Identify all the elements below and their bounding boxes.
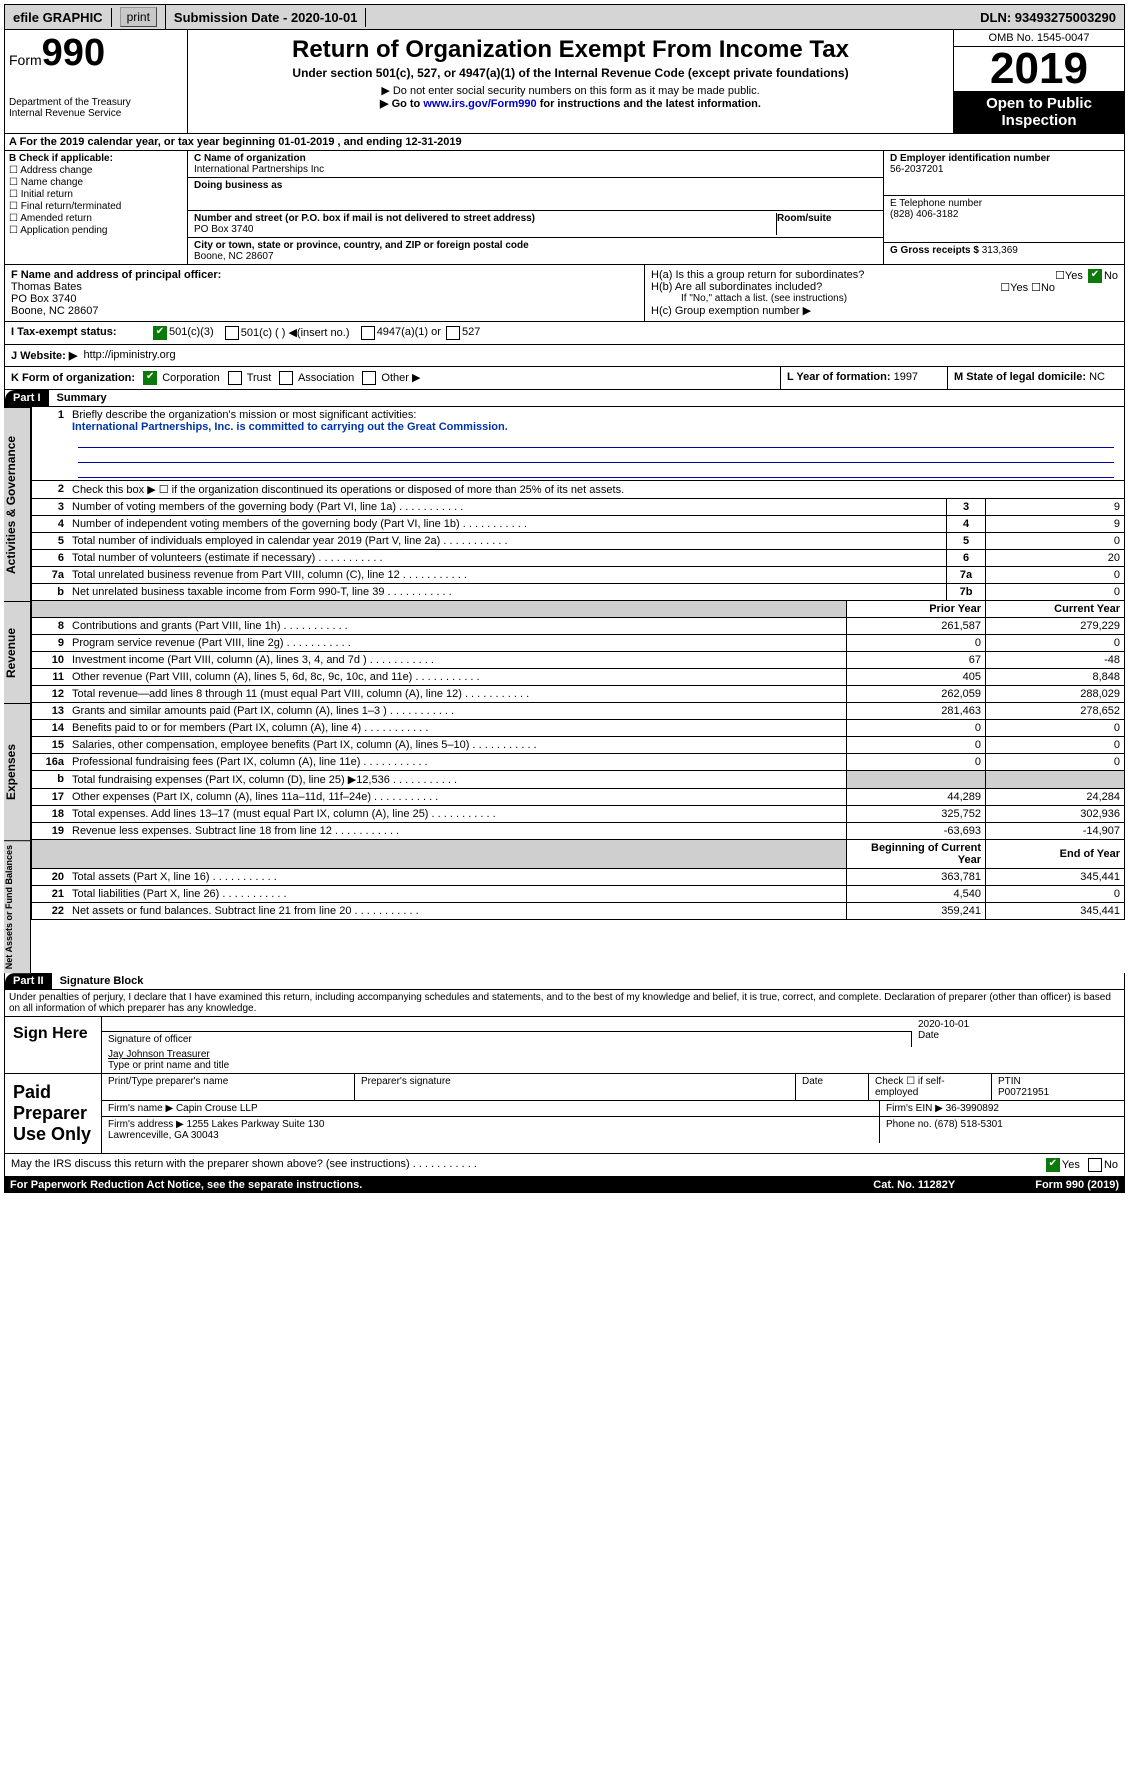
subtitle-3: ▶ Go to www.irs.gov/Form990 for instruct… bbox=[192, 97, 949, 110]
mission: International Partnerships, Inc. is comm… bbox=[72, 421, 508, 433]
efile-label: efile GRAPHIC bbox=[5, 8, 112, 27]
perjury: Under penalties of perjury, I declare th… bbox=[4, 990, 1125, 1017]
print-button[interactable]: print bbox=[120, 7, 157, 27]
irs-link[interactable]: www.irs.gov/Form990 bbox=[423, 98, 536, 110]
city: Boone, NC 28607 bbox=[194, 251, 274, 262]
part2-header: Part IISignature Block bbox=[4, 973, 1125, 990]
chk-name[interactable]: ☐ Name change bbox=[9, 177, 183, 188]
row-a: A For the 2019 calendar year, or tax yea… bbox=[4, 134, 1125, 151]
footer: For Paperwork Reduction Act Notice, see … bbox=[4, 1177, 1125, 1193]
discuss-row: May the IRS discuss this return with the… bbox=[4, 1154, 1125, 1177]
form-number: Form990 bbox=[9, 32, 183, 75]
side-netassets: Net Assets or Fund Balances bbox=[4, 840, 31, 973]
dept-label: Department of the Treasury Internal Reve… bbox=[9, 97, 183, 119]
submission-date: Submission Date - 2020-10-01 bbox=[166, 8, 367, 27]
expenses-table: 13Grants and similar amounts paid (Part … bbox=[31, 703, 1125, 840]
side-expenses: Expenses bbox=[4, 703, 31, 840]
row-j: J Website: ▶ http://ipministry.org bbox=[4, 345, 1125, 367]
box-b: B Check if applicable: ☐ Address change … bbox=[5, 151, 188, 264]
ein: 56-2037201 bbox=[890, 164, 943, 175]
website: http://ipministry.org bbox=[83, 349, 175, 362]
side-governance: Activities & Governance bbox=[4, 407, 31, 601]
box-deg: D Employer identification number56-20372… bbox=[884, 151, 1124, 264]
form-title: Return of Organization Exempt From Incom… bbox=[192, 36, 949, 64]
chk-final[interactable]: ☐ Final return/terminated bbox=[9, 201, 183, 212]
open-public: Open to Public Inspection bbox=[954, 91, 1124, 133]
sign-here: Sign Here Signature of officer 2020-10-0… bbox=[4, 1017, 1125, 1074]
part1-header: Part ISummary bbox=[4, 390, 1125, 407]
tax-year: 2019 bbox=[954, 47, 1124, 91]
h-c: H(c) Group exemption number ▶ bbox=[651, 304, 1118, 317]
subtitle-1: Under section 501(c), 527, or 4947(a)(1)… bbox=[192, 66, 949, 80]
form-header: Form990 Department of the Treasury Inter… bbox=[4, 30, 1125, 134]
chk-amended[interactable]: ☐ Amended return bbox=[9, 213, 183, 224]
chk-initial[interactable]: ☐ Initial return bbox=[9, 189, 183, 200]
phone: (828) 406-3182 bbox=[890, 209, 958, 220]
netassets-table: Beginning of Current YearEnd of Year 20T… bbox=[31, 840, 1125, 920]
chk-address[interactable]: ☐ Address change bbox=[9, 165, 183, 176]
chk-501c3[interactable]: ✔ bbox=[153, 326, 167, 340]
box-c: C Name of organizationInternational Part… bbox=[188, 151, 884, 264]
row-klm: K Form of organization: ✔ Corporation Tr… bbox=[4, 367, 1125, 390]
governance-table: 1 Briefly describe the organization's mi… bbox=[31, 407, 1125, 601]
paid-preparer: Paid Preparer Use Only Print/Type prepar… bbox=[4, 1074, 1125, 1154]
side-revenue: Revenue bbox=[4, 601, 31, 703]
block-bcdefg: B Check if applicable: ☐ Address change … bbox=[4, 151, 1125, 265]
officer-name: Thomas Bates bbox=[11, 281, 82, 293]
gross-receipts: 313,369 bbox=[982, 245, 1018, 256]
revenue-table: Prior YearCurrent Year 8Contributions an… bbox=[31, 601, 1125, 703]
row-i: I Tax-exempt status: ✔ 501(c)(3) 501(c) … bbox=[4, 322, 1125, 345]
dln: DLN: 93493275003290 bbox=[972, 8, 1124, 27]
row-fh: F Name and address of principal officer:… bbox=[4, 265, 1125, 322]
h-a: H(a) Is this a group return for subordin… bbox=[651, 269, 1118, 281]
chk-pending[interactable]: ☐ Application pending bbox=[9, 225, 183, 236]
top-bar: efile GRAPHIC print Submission Date - 20… bbox=[4, 4, 1125, 30]
street: PO Box 3740 bbox=[194, 224, 253, 235]
org-name: International Partnerships Inc bbox=[194, 164, 324, 175]
h-b: H(b) Are all subordinates included? ☐Yes… bbox=[651, 281, 1118, 293]
subtitle-2: ▶ Do not enter social security numbers o… bbox=[192, 84, 949, 97]
